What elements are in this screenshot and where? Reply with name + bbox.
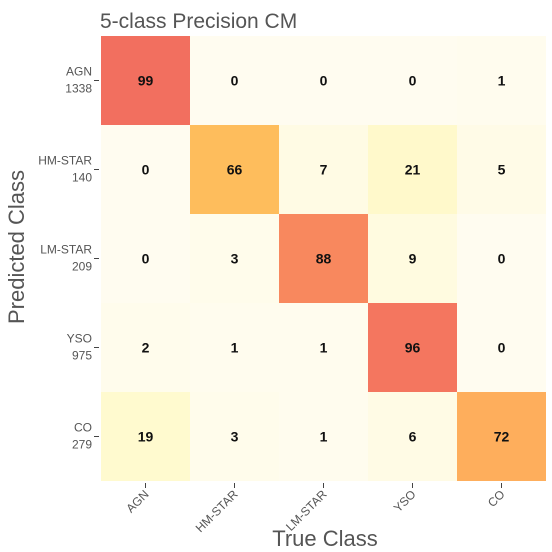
cell-value-label: 3: [231, 251, 239, 267]
cell-value-label: 0: [409, 73, 417, 89]
heatmap-cell: [368, 36, 457, 125]
cell-value-label: 3: [231, 429, 239, 445]
cell-value-label: 1: [320, 340, 328, 356]
cell-value-label: 2: [142, 340, 150, 356]
cell-value-label: 1: [231, 340, 239, 356]
heatmap-cell: [457, 214, 546, 303]
cell-value-label: 96: [405, 340, 421, 356]
chart-title: 5-class Precision CM: [100, 10, 297, 33]
y-tick-label: LM-STAR: [40, 243, 92, 257]
y-tick-count-label: 279: [72, 438, 92, 452]
heatmap-cell: [190, 392, 279, 481]
heatmap-cell: [101, 303, 190, 392]
heatmap-cell: [457, 125, 546, 214]
heatmap-cell: [279, 125, 368, 214]
cell-value-label: 0: [142, 251, 150, 267]
heatmap-cell: [368, 125, 457, 214]
cell-value-label: 6: [409, 429, 417, 445]
heatmap-cell: [101, 392, 190, 481]
heatmap-cell: [190, 214, 279, 303]
heatmap-cells: 99 0 0 0 10 66 7 21 50 3 88 9 02 1 1 96 019 3 1 6 72: [101, 36, 546, 481]
y-axis-ticks: AGN 1338 HM-STAR 140 LM-STAR 209 YSO 975 CO 279: [38, 65, 99, 452]
heatmap-cell: [279, 214, 368, 303]
y-tick-count-label: 975: [72, 349, 92, 363]
x-axis-label: True Class: [272, 526, 378, 551]
heatmap-cell: [190, 125, 279, 214]
heatmap-cell: [190, 36, 279, 125]
cell-value-label: 0: [320, 73, 328, 89]
cell-value-label: 7: [320, 162, 328, 178]
y-tick-label: YSO: [67, 332, 92, 346]
heatmap-cell: [279, 36, 368, 125]
y-tick-count-label: 140: [72, 171, 92, 185]
cell-value-label: 21: [405, 162, 421, 178]
x-tick-label: CO: [485, 487, 508, 510]
heatmap-cell: [457, 392, 546, 481]
heatmap-cell: [190, 303, 279, 392]
y-axis-label: Predicted Class: [4, 170, 29, 324]
heatmap-cell: [279, 303, 368, 392]
cell-value-label: 1: [498, 73, 506, 89]
x-tick-label: AGN: [123, 487, 151, 515]
y-tick-count-label: 1338: [65, 82, 92, 96]
cell-value-label: 5: [498, 162, 506, 178]
cell-value-label: 0: [498, 251, 506, 267]
heatmap-cell: [368, 214, 457, 303]
heatmap-cell: [368, 303, 457, 392]
heatmap-cell: [279, 392, 368, 481]
cell-value-label: 72: [494, 429, 510, 445]
heatmap-cell: [457, 36, 546, 125]
x-tick-label: HM-STAR: [193, 487, 241, 535]
heatmap-cell: [101, 125, 190, 214]
x-tick-label: YSO: [391, 487, 419, 515]
heatmap-cell: [101, 214, 190, 303]
cell-value-label: 19: [138, 429, 154, 445]
cell-value-label: 1: [320, 429, 328, 445]
heatmap-cell: [457, 303, 546, 392]
cell-value-label: 0: [498, 340, 506, 356]
cell-value-label: 9: [409, 251, 417, 267]
y-tick-label: HM-STAR: [38, 154, 92, 168]
cell-value-label: 88: [316, 251, 332, 267]
y-tick-count-label: 209: [72, 260, 92, 274]
cell-value-label: 0: [142, 162, 150, 178]
cell-value-label: 66: [227, 162, 243, 178]
heatmap-cell: [101, 36, 190, 125]
y-tick-label: AGN: [66, 65, 92, 79]
cell-value-label: 0: [231, 73, 239, 89]
cell-value-label: 99: [138, 73, 154, 89]
heatmap-cell: [368, 392, 457, 481]
y-tick-label: CO: [74, 421, 92, 435]
